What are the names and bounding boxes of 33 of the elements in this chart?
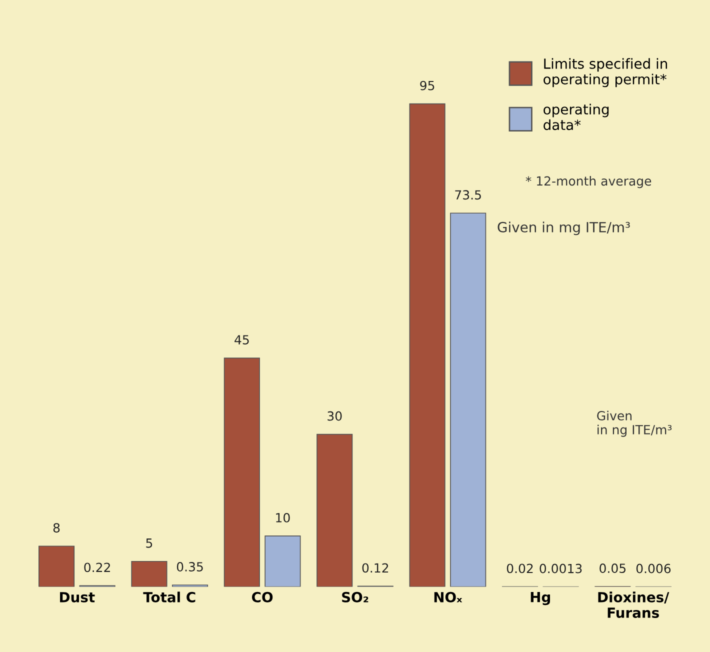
data-label: 8: [53, 523, 60, 533]
bar: [316, 434, 353, 587]
bar: [131, 560, 168, 587]
annotation: Given in mg ITE/m³: [498, 222, 630, 236]
x-tick-label: Dust: [60, 592, 95, 602]
data-label: 95: [420, 80, 434, 90]
bar: [38, 546, 75, 587]
data-label: 0.12: [362, 563, 388, 573]
data-label: 0.02: [506, 564, 533, 574]
data-label: 0.35: [176, 562, 203, 572]
data-label: 0.006: [636, 564, 671, 574]
x-tick-label: SO₂: [342, 592, 368, 602]
x-tick-label: Dioxines/ Furans: [598, 592, 670, 618]
data-label: 73.5: [455, 190, 481, 200]
annotation: * 12-month average: [526, 176, 652, 188]
x-tick-label: Hg: [530, 592, 550, 606]
data-label: 0.0013: [540, 564, 582, 574]
data-label: 10: [276, 512, 290, 522]
bar: [264, 536, 301, 587]
legend-label: Limits specified in operating permit*: [544, 58, 668, 88]
bar: [409, 103, 446, 587]
annotation: Given in ng ITE/m³: [597, 410, 672, 437]
bar: [224, 358, 260, 587]
bar: [450, 212, 486, 587]
legend-label: operating data*: [544, 104, 609, 130]
data-label: 0.05: [600, 564, 626, 574]
data-label: 0.22: [84, 562, 110, 572]
data-label: 45: [234, 335, 249, 344]
data-label: 30: [328, 411, 342, 421]
x-tick-label: Total C: [143, 592, 196, 602]
data-label: 5: [146, 538, 152, 548]
x-tick-label: CO: [252, 592, 273, 602]
x-tick-label: NOₓ: [434, 592, 462, 602]
